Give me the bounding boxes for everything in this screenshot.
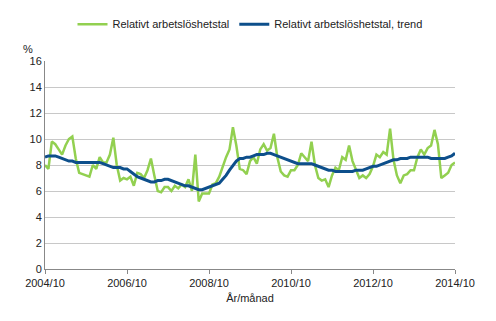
svg-text:10: 10 <box>30 133 42 145</box>
svg-text:4: 4 <box>36 211 42 223</box>
svg-text:2012/10: 2012/10 <box>353 277 393 289</box>
svg-text:Relativt arbetslöshetstal, tre: Relativt arbetslöshetstal, trend <box>274 18 422 30</box>
svg-text:6: 6 <box>36 185 42 197</box>
svg-text:16: 16 <box>30 55 42 67</box>
svg-text:Relativt arbetslöshetstal: Relativt arbetslöshetstal <box>113 18 230 30</box>
svg-text:14: 14 <box>30 81 42 93</box>
svg-text:8: 8 <box>36 159 42 171</box>
svg-text:0: 0 <box>36 263 42 275</box>
svg-text:2: 2 <box>36 237 42 249</box>
svg-text:12: 12 <box>30 107 42 119</box>
svg-text:År/månad: År/månad <box>226 292 274 304</box>
svg-text:2010/10: 2010/10 <box>271 277 311 289</box>
svg-text:2006/10: 2006/10 <box>107 277 147 289</box>
svg-text:2014/10: 2014/10 <box>435 277 475 289</box>
svg-text:2004/10: 2004/10 <box>25 277 65 289</box>
svg-text:2008/10: 2008/10 <box>189 277 229 289</box>
svg-text:%: % <box>23 43 33 55</box>
